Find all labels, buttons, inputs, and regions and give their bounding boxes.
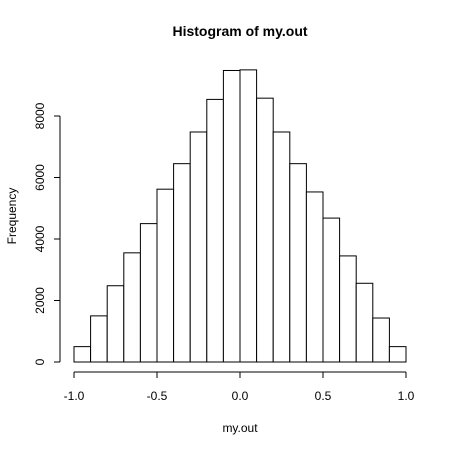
y-tick-label: 4000 (33, 225, 47, 252)
x-tick-label: -1.0 (64, 389, 85, 403)
histogram-bar-18 (372, 317, 390, 363)
histogram-bar-7 (189, 131, 208, 363)
x-tick-label: 0.0 (232, 389, 249, 403)
histogram-bar-12 (272, 131, 291, 363)
histogram-bar-17 (355, 282, 374, 363)
x-tick-label: -0.5 (147, 389, 168, 403)
y-tick-label: 8000 (33, 102, 47, 129)
histogram-bar-8 (206, 98, 224, 363)
x-tick-label: 0.5 (315, 389, 332, 403)
histogram-bar-9 (222, 69, 241, 363)
histogram-bar-19 (388, 346, 407, 363)
histogram-bar-2 (106, 285, 125, 363)
y-tick-label: 0 (33, 358, 47, 365)
histogram-bar-16 (339, 255, 357, 363)
histogram-bar-10 (239, 69, 258, 363)
y-axis-label: Frequency (5, 188, 19, 245)
histogram-bar-11 (256, 97, 274, 363)
y-axis: 0 2000 4000 6000 8000 (33, 102, 61, 365)
x-axis-label: my.out (222, 421, 258, 435)
bars-group (73, 69, 407, 363)
histogram-bar-1 (90, 315, 108, 363)
histogram-bar-3 (123, 252, 141, 363)
histogram-bar-13 (289, 163, 307, 363)
y-tick-label: 6000 (33, 164, 47, 191)
histogram-bar-15 (322, 217, 341, 363)
x-tick-label: 1.0 (398, 389, 415, 403)
histogram-bar-4 (139, 223, 158, 363)
y-tick-label: 2000 (33, 287, 47, 314)
histogram-bar-6 (173, 163, 191, 363)
histogram-bar-0 (73, 346, 92, 363)
histogram-bar-5 (156, 188, 175, 363)
x-axis: -1.0 -0.5 0.0 0.5 1.0 (64, 371, 415, 403)
chart-title: Histogram of my.out (172, 23, 307, 39)
histogram-bar-14 (305, 191, 324, 363)
